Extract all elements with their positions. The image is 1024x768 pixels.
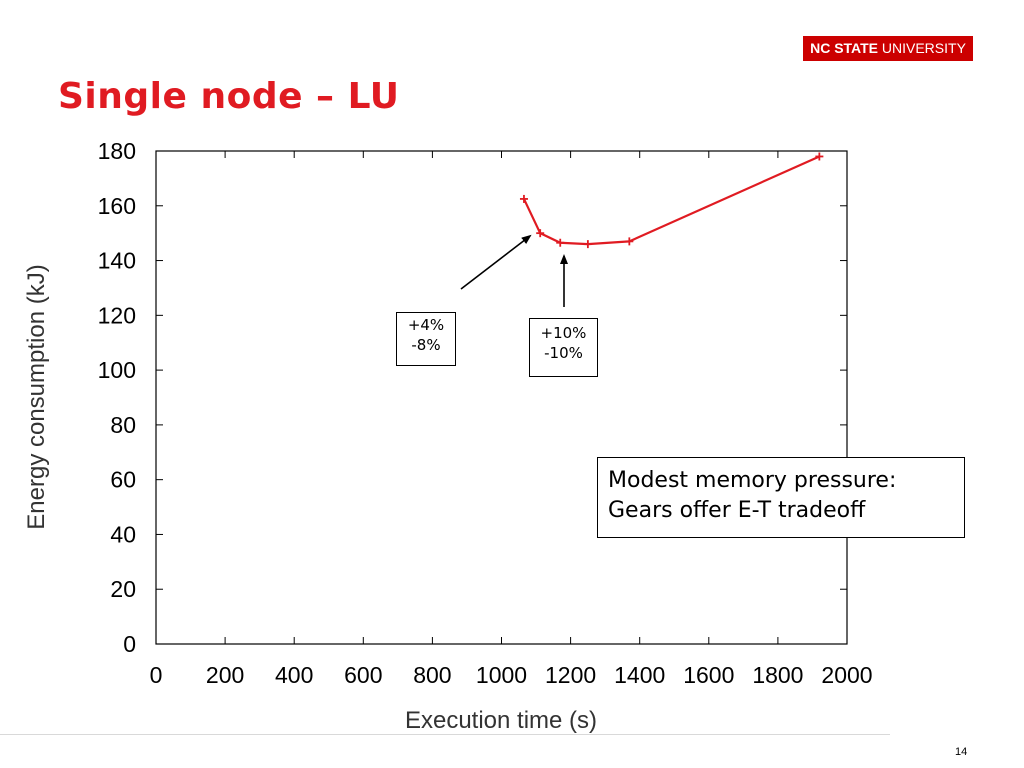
x-tick-label: 800 <box>413 662 451 688</box>
arrow-a <box>460 234 532 290</box>
data-point <box>556 238 565 247</box>
series-layer <box>519 152 824 249</box>
logo-text: UNIVERSITY <box>881 40 966 56</box>
y-tick-label: 140 <box>98 248 136 274</box>
footer-divider <box>0 734 890 735</box>
data-point <box>519 194 528 203</box>
page-number: 14 <box>955 746 968 758</box>
data-point <box>625 237 634 246</box>
y-tick-label: 20 <box>110 576 136 602</box>
y-tick-label: 60 <box>110 467 136 493</box>
x-axis-label: Execution time (s) <box>405 707 597 734</box>
slide-title: Single node – LU <box>58 76 400 117</box>
x-tick-label: 1000 <box>476 662 527 688</box>
y-tick-label: 0 <box>123 631 136 657</box>
data-point <box>583 240 592 249</box>
y-tick-label: 40 <box>110 521 136 547</box>
x-tick-label: 1600 <box>683 662 734 688</box>
x-tick-label: 400 <box>275 662 313 688</box>
callout-b-line1: +10% <box>540 324 587 342</box>
y-tick-label: 80 <box>110 412 136 438</box>
y-tick-label: 120 <box>98 302 136 328</box>
y-tick-label: 100 <box>98 357 136 383</box>
nc-state-logo: NC STATE UNIVERSITY <box>803 36 973 61</box>
x-tick-label: 0 <box>150 662 163 688</box>
x-tick-label: 1800 <box>752 662 803 688</box>
callout-a-line1: +4% <box>407 316 445 334</box>
memory-pressure-note: Modest memory pressure: Gears offer E-T … <box>597 457 965 538</box>
axis-ticks <box>155 150 848 645</box>
x-tick-label: 200 <box>206 662 244 688</box>
x-tick-label: 600 <box>344 662 382 688</box>
callout-b-line2: -10% <box>544 344 583 362</box>
plot-frame <box>155 150 848 645</box>
note-line2: Gears offer E-T tradeoff <box>608 498 866 523</box>
callout-a-line2: -8% <box>411 336 441 354</box>
x-tick-label: 1400 <box>614 662 665 688</box>
x-tick-label: 2000 <box>821 662 872 688</box>
callout-b: +10% -10% <box>529 318 598 377</box>
logo-bold-text: NC STATE <box>810 40 878 56</box>
y-tick-label: 160 <box>98 193 136 219</box>
callout-a: +4% -8% <box>396 312 456 366</box>
data-point <box>815 152 824 161</box>
data-point <box>536 229 545 238</box>
note-line1: Modest memory pressure: <box>608 468 897 493</box>
x-tick-label: 1200 <box>545 662 596 688</box>
tick-labels: 0 200 400 600 800 1000 1200 1400 1600 1800 2000 0 20… <box>98 138 873 688</box>
series-line <box>522 155 820 246</box>
y-axis-label: Energy consumption (kJ) <box>23 264 50 529</box>
y-tick-label: 180 <box>98 138 136 164</box>
